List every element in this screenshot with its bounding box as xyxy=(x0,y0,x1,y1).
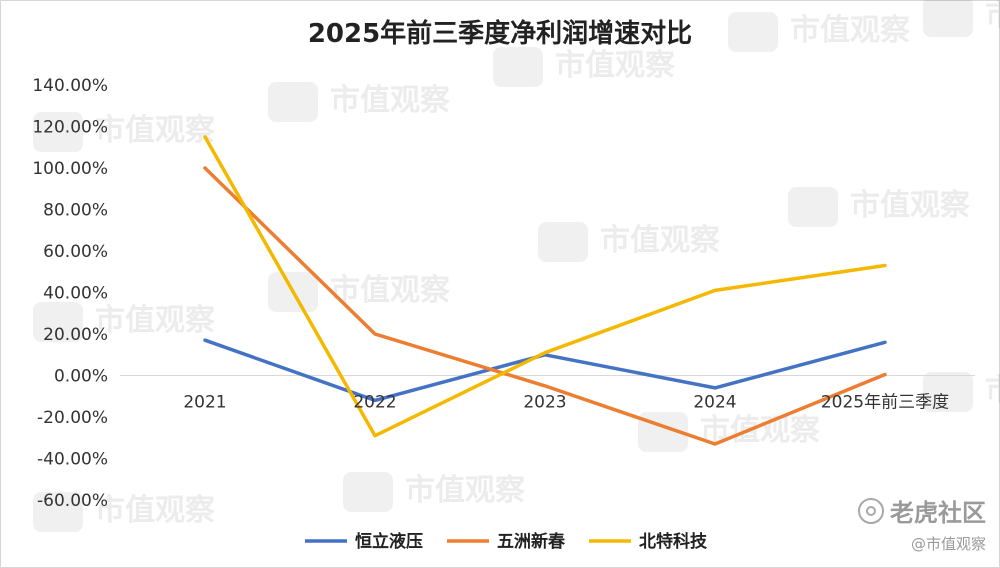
chart-title: 2025年前三季度净利润增速对比 xyxy=(308,18,692,49)
watermark-logo-icon xyxy=(268,82,318,122)
watermark-text: 市值观察 xyxy=(95,303,216,338)
y-tick-label: 80.00% xyxy=(43,201,108,221)
watermark: 市值观察 xyxy=(538,222,721,262)
watermark-logo-icon xyxy=(923,372,973,412)
watermark-logo-icon xyxy=(493,47,543,87)
legend-item: 恒立液压 xyxy=(305,531,423,552)
watermark: 市值观察 xyxy=(728,12,911,52)
brand-community: 老虎社区 xyxy=(858,493,986,528)
watermark-text: 市值观察 xyxy=(985,373,1000,408)
watermark: 市值观察 xyxy=(788,187,971,227)
x-tick-label: 2024 xyxy=(693,393,736,413)
legend-item: 五洲新春 xyxy=(447,531,565,552)
y-tick-label: 40.00% xyxy=(43,284,108,304)
x-tick-label: 2025年前三季度 xyxy=(821,393,949,413)
watermark: 市值观察 xyxy=(33,302,216,342)
watermark: 市值观察 xyxy=(343,472,526,512)
series-line xyxy=(203,135,887,438)
watermark-text: 市值观察 xyxy=(850,188,971,223)
x-tick-label: 2021 xyxy=(183,393,226,413)
y-tick-label: 140.00% xyxy=(32,76,108,96)
y-tick-label: 20.00% xyxy=(43,325,108,345)
legend-label: 北特科技 xyxy=(639,531,708,552)
y-tick-label: 0.00% xyxy=(54,367,108,387)
watermark-text: 市值观察 xyxy=(95,493,216,528)
watermark: 市值观察 xyxy=(493,47,676,87)
watermark-logo-icon xyxy=(538,222,588,262)
watermark: 市值观察 xyxy=(33,492,216,532)
watermark-text: 市值观察 xyxy=(985,0,1000,33)
watermark: 市值观察 xyxy=(923,372,1000,412)
watermark-text: 市值观察 xyxy=(95,113,216,148)
watermark-text: 市值观察 xyxy=(330,273,451,308)
y-tick-label: -40.00% xyxy=(37,450,108,470)
watermark: 市值观察 xyxy=(268,82,451,122)
series-line xyxy=(203,338,887,403)
watermark-text: 市值观察 xyxy=(555,48,676,83)
x-tick-label: 2023 xyxy=(523,393,566,413)
watermark-logo-icon xyxy=(33,302,83,342)
watermark: 市值观察 xyxy=(33,112,216,152)
brand-handle: @市值观察 xyxy=(910,535,986,553)
watermark-text: 市值观察 xyxy=(790,13,911,48)
legend-label: 恒立液压 xyxy=(355,531,423,552)
x-tick-label: 2022 xyxy=(353,393,396,413)
y-tick-label: 100.00% xyxy=(32,159,108,179)
y-tick-label: 120.00% xyxy=(32,118,108,138)
y-tick-label: -60.00% xyxy=(37,491,108,511)
legend: 恒立液压 五洲新春 北特科技 xyxy=(305,531,708,552)
y-axis-ticks: 140.00% 120.00% 100.00% 80.00% 60.00% 40.00% 2… xyxy=(32,76,108,511)
legend-item: 北特科技 xyxy=(589,531,708,552)
y-tick-label: 60.00% xyxy=(43,242,108,262)
brand-community-label: 老虎社区 xyxy=(890,499,986,527)
x-axis-ticks: 2021 2022 2023 2024 2025年前三季度 xyxy=(183,393,949,413)
watermark-logo-icon xyxy=(343,472,393,512)
watermark-logo-icon xyxy=(33,492,83,532)
watermark-text: 市值观察 xyxy=(405,473,526,508)
watermark: 市值观察 xyxy=(268,272,451,312)
watermark: 市值观察 xyxy=(923,0,1000,37)
series-layer xyxy=(203,135,887,446)
watermark: 市值观察 xyxy=(638,412,821,452)
watermark-logo-icon xyxy=(728,12,778,52)
watermark-layer: 市值观察市值观察市值观察市值观察市值观察市值观察市值观察市值观察市值观察市值观察… xyxy=(33,0,1000,532)
watermark-logo-icon xyxy=(788,187,838,227)
legend-label: 五洲新春 xyxy=(497,531,565,552)
series-line xyxy=(203,166,887,446)
watermark-logo-icon xyxy=(923,0,973,37)
watermark-text: 市值观察 xyxy=(600,223,721,258)
watermark-text: 市值观察 xyxy=(330,83,451,118)
watermark-logo-icon xyxy=(33,112,83,152)
tiger-logo-icon xyxy=(858,497,884,524)
y-tick-label: -20.00% xyxy=(37,408,108,428)
